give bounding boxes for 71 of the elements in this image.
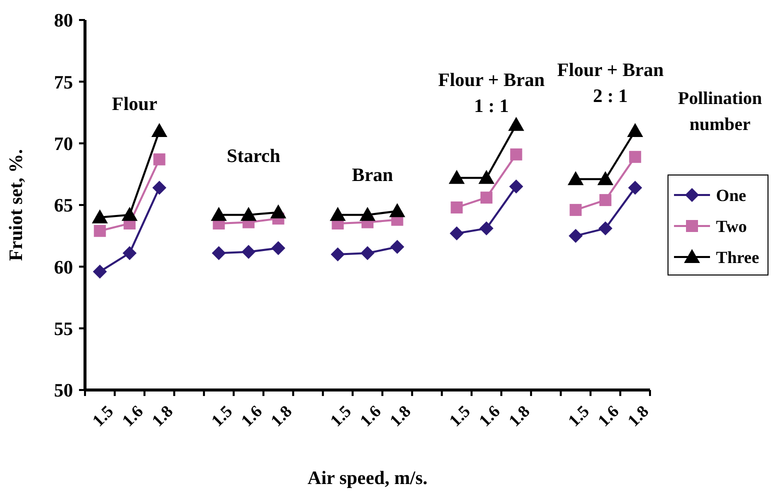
x-tick-label: 1.6 [475,402,504,430]
point [598,221,612,236]
x-tick-label: 1.5 [208,402,236,430]
annotation: Starch [226,146,281,167]
x-tick-label: 1.6 [118,402,147,430]
point [153,153,166,166]
y-tick-label: 60 [54,257,73,278]
x-tick-label: 1.5 [445,402,474,430]
point [628,180,642,195]
point [597,171,614,186]
point [360,246,374,260]
point [450,226,464,240]
y-tick-label: 50 [54,380,73,402]
point [508,116,524,131]
point [389,203,406,218]
point [479,221,494,236]
point [152,180,166,195]
y-axis-title: Fruiot set, %. [6,149,27,261]
point [599,194,612,206]
y-tick-label: 65 [54,196,73,217]
point [122,246,137,260]
point [510,148,522,160]
point [450,201,463,214]
x-tick-label: 1.8 [148,402,177,430]
x-tick-label: 1.5 [564,402,593,430]
point [448,170,465,184]
y-tick-label: 55 [54,318,73,340]
point [390,240,404,254]
point [122,206,138,221]
point [242,244,256,259]
legend-label: One [716,186,747,205]
point [151,123,168,137]
x-axis-title: Air speed, m/s. [308,468,428,489]
point [94,224,106,237]
point [271,241,286,256]
x-tick-label: 1.6 [356,402,385,430]
x-tick-label: 1.8 [386,402,414,430]
y-tick-label: 70 [54,134,73,155]
x-tick-label: 1.8 [624,402,652,430]
legend-label: Three [716,248,760,267]
point [480,192,492,204]
legend-title: Pollination number [678,88,762,134]
x-tick-label: 1.6 [237,402,266,430]
annotation: Flour + Bran 2 : 1 [557,60,664,107]
point [240,206,257,221]
point [92,209,108,224]
x-tick-label: 1.5 [326,402,356,430]
point [629,150,642,163]
point [478,170,494,184]
x-tick-label: 1.5 [88,402,118,430]
point [212,246,226,260]
x-tick-label: 1.8 [504,402,534,430]
y-tick-label: 75 [54,72,73,94]
point [360,206,376,221]
point [330,247,345,262]
point [568,228,583,243]
point [210,206,227,221]
point [330,206,346,221]
annotation: Flour [112,94,158,115]
x-tick-label: 1.8 [267,402,296,430]
point [92,264,107,279]
point [270,204,286,218]
point [568,171,584,186]
point [509,180,524,194]
y-tick-label: 80 [54,10,73,32]
annotation: Bran [352,165,394,186]
point [570,204,582,216]
point [627,123,644,137]
annotation: Flour + Bran 1 : 1 [438,70,546,117]
legend-label: Two [716,216,747,236]
x-tick-label: 1.6 [594,402,623,430]
